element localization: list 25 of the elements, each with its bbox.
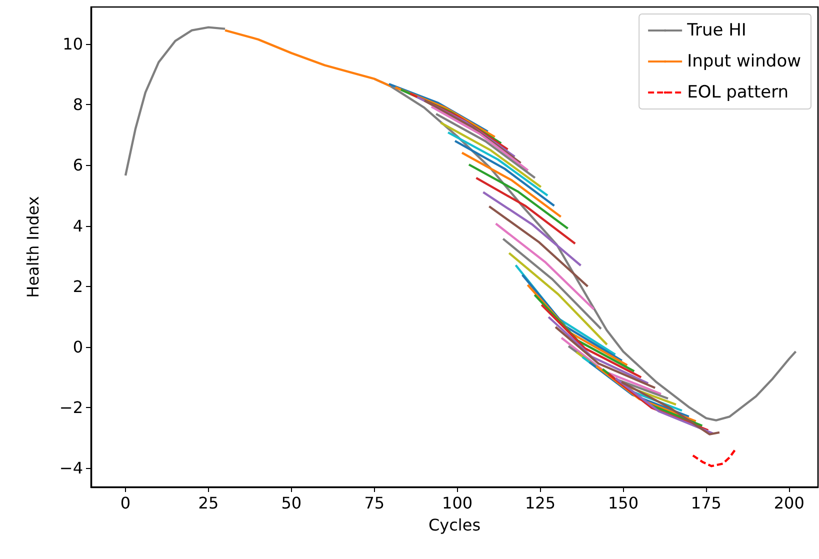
x-tick-label: 50 [281,494,302,512]
x-tick-label: 75 [364,494,385,512]
x-tick-label: 125 [525,494,556,512]
y-tick-label: 0 [72,338,83,356]
legend-label: Input window [687,52,802,72]
x-tick-label: 175 [690,494,722,512]
y-tick-label: 10 [62,34,83,54]
y-tick-label: 8 [72,95,83,114]
line-series [224,29,392,88]
x-axis-title: Cycles [428,516,481,534]
legend-label: EOL pattern [687,82,789,102]
x-tick-label: 150 [608,494,638,512]
x-tick-label: 200 [774,494,804,512]
y-tick-label: 4 [72,216,83,236]
y-axis-title: Health Index [24,196,42,298]
y-tick-label: 2 [72,276,83,296]
x-tick-label: 0 [120,494,131,512]
y-tick-label: −2 [59,398,83,418]
x-tick-label: 100 [442,494,473,512]
line-series [692,447,738,468]
x-tick-label: 25 [198,494,219,512]
y-tick-label: −4 [59,458,83,478]
legend-label: True HI [686,20,746,40]
y-tick-label: 6 [72,156,83,175]
line-series [620,381,721,436]
